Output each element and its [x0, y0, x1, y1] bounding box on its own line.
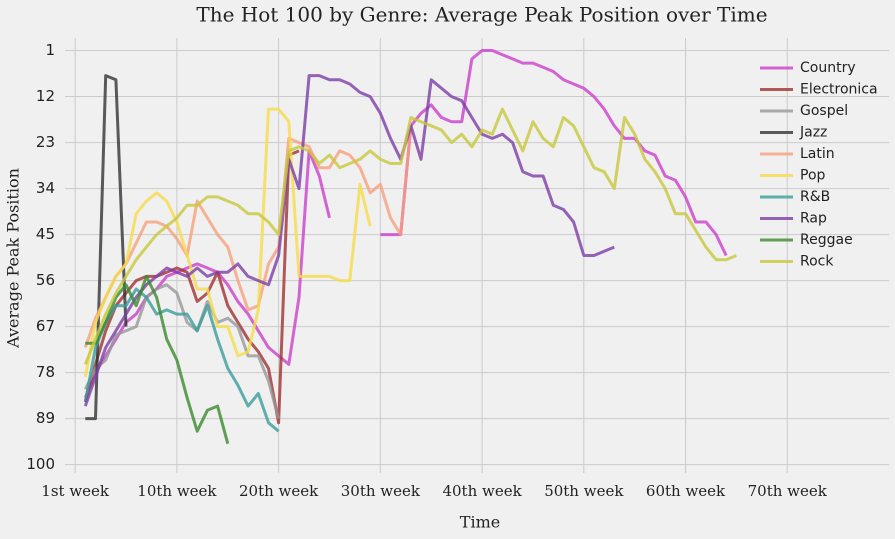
legend-label: Electronica	[800, 82, 878, 98]
legend-label: Rap	[800, 211, 827, 227]
x-tick-label: 50th week	[544, 482, 624, 500]
legend-label: Jazz	[799, 125, 827, 141]
series-line	[83, 107, 737, 365]
x-tick-label: 20th week	[239, 482, 319, 500]
legend: Country Electronica Gospel Jazz Latin Pop R&B R…	[760, 60, 878, 270]
y-tick-label: 67	[36, 317, 55, 335]
series-line	[85, 74, 128, 421]
labels: 1 12 23 34 45 56 67 78 89 100 1st week 10th week 20t…	[26, 41, 827, 500]
series-line	[83, 149, 300, 425]
y-tick-label: 56	[36, 271, 55, 289]
y-tick-label: 100	[26, 455, 55, 473]
y-tick-label: 34	[36, 179, 55, 197]
legend-label: Country	[800, 60, 856, 76]
plot-lines	[83, 49, 737, 445]
legend-label: Reggae	[800, 232, 853, 248]
legend-label: Rock	[800, 254, 834, 270]
x-tick-label: 60th week	[646, 482, 726, 500]
y-tick-label: 45	[36, 225, 55, 243]
series-line	[83, 74, 615, 407]
series-line	[83, 107, 372, 378]
series-line	[83, 125, 413, 348]
y-tick-label: 78	[36, 363, 55, 381]
x-tick-label: 10th week	[137, 482, 217, 500]
x-tick-label: 40th week	[442, 482, 522, 500]
y-tick-label: 1	[45, 41, 55, 59]
y-tick-label: 23	[36, 133, 55, 151]
x-tick-label: 1st week	[41, 482, 110, 500]
legend-label: Latin	[800, 146, 835, 162]
series-line	[83, 287, 280, 433]
series-line	[85, 274, 230, 445]
x-axis-label: Time	[460, 513, 500, 532]
y-tick-label: 89	[36, 409, 55, 427]
y-tick-label: 12	[36, 87, 55, 105]
legend-label: Pop	[800, 168, 826, 184]
chart-title: The Hot 100 by Genre: Average Peak Posit…	[196, 3, 767, 27]
legend-label: R&B	[800, 189, 830, 205]
x-tick-label: 30th week	[341, 482, 421, 500]
legend-label: Gospel	[800, 103, 848, 119]
y-axis-label: Average Peak Position	[4, 168, 23, 349]
x-tick-label: 70th week	[748, 482, 828, 500]
